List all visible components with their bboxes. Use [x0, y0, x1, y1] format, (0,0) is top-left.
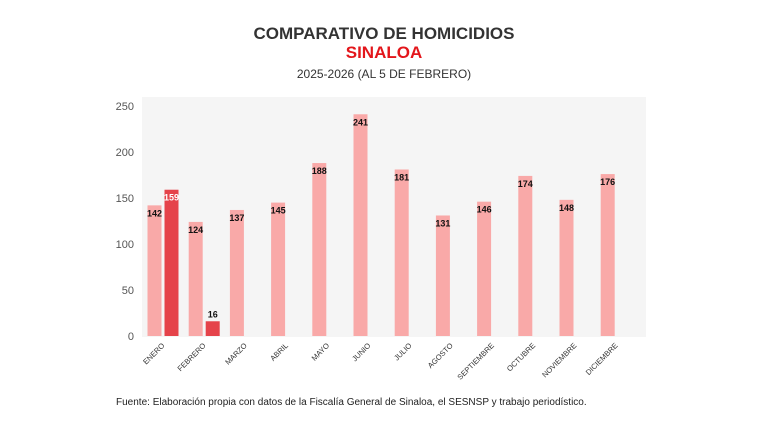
y-tick-label: 200 — [116, 147, 134, 159]
x-tick-label: FEBRERO — [176, 341, 208, 373]
y-tick-label: 250 — [116, 101, 134, 113]
bar — [559, 199, 574, 336]
data-label: 16 — [208, 309, 218, 319]
bar — [271, 202, 286, 336]
data-label: 188 — [312, 166, 327, 176]
data-label: 159 — [164, 193, 179, 203]
chart-subtitle: SINALOA — [345, 43, 423, 62]
y-tick-label: 150 — [116, 193, 134, 205]
x-tick-label: MARZO — [223, 341, 249, 367]
data-label: 146 — [477, 205, 492, 215]
bar — [188, 221, 203, 336]
x-tick-label: OCTUBRE — [505, 341, 537, 373]
bar — [435, 215, 450, 336]
data-label: 131 — [435, 218, 450, 228]
data-label: 145 — [271, 206, 286, 216]
bar — [312, 163, 327, 336]
data-label: 241 — [353, 117, 368, 127]
data-label: 142 — [147, 208, 162, 218]
bar — [394, 169, 409, 336]
x-tick-label: JUNIO — [350, 341, 372, 363]
x-tick-label: ENERO — [141, 341, 166, 366]
data-label: 176 — [600, 177, 615, 187]
x-tick-label: ABRIL — [268, 341, 290, 363]
bar — [600, 174, 615, 336]
source-note: Fuente: Elaboración propia con datos de … — [116, 397, 587, 408]
x-tick-label: AGOSTO — [426, 341, 455, 370]
x-tick-label: DICIEMBRE — [584, 341, 620, 377]
data-label: 174 — [518, 179, 533, 189]
y-tick-label: 50 — [122, 285, 134, 297]
y-tick-label: 0 — [128, 331, 134, 343]
bar — [229, 209, 244, 336]
data-label: 137 — [229, 213, 244, 223]
bar — [147, 205, 162, 336]
bar — [353, 114, 368, 336]
x-tick-label: SEPTIEMBRE — [455, 341, 496, 382]
bar — [205, 321, 220, 336]
bar — [477, 201, 492, 336]
x-tick-label: NOVIEMBRE — [540, 341, 578, 379]
data-label: 124 — [188, 225, 203, 235]
data-label: 181 — [394, 172, 409, 182]
bar — [518, 175, 533, 336]
data-label: 148 — [559, 203, 574, 213]
x-tick-label: JULIO — [392, 341, 414, 363]
bar — [164, 189, 179, 336]
chart-period: 2025-2026 (AL 5 DE FEBRERO) — [296, 67, 472, 81]
x-tick-label: MAYO — [310, 341, 332, 363]
y-tick-label: 100 — [116, 239, 134, 251]
chart-title: COMPARATIVO DE HOMICIDIOS — [253, 24, 515, 43]
